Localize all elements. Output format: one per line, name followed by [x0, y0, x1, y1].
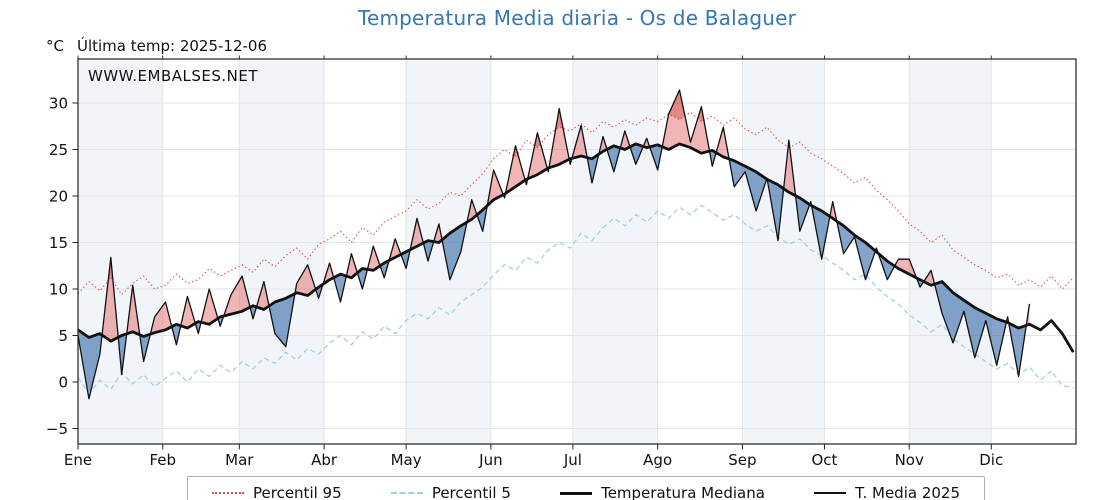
x-tick-label-Abr: Abr — [311, 451, 338, 469]
plot-border — [77, 58, 1077, 445]
x-tick-label-May: May — [391, 451, 422, 469]
chart-legend: Percentil 95 Percentil 5 Temperatura Med… — [187, 476, 985, 500]
x-tick-label-Oct: Oct — [811, 451, 837, 469]
x-tick-label-Jul: Jul — [563, 451, 582, 469]
month-band-Sep — [742, 59, 825, 444]
dashed-blue-line-icon — [390, 492, 423, 494]
y-tick-label: 0 — [58, 374, 68, 392]
t-media-2025-line — [77, 89, 1031, 400]
thick-black-line-icon — [560, 491, 593, 495]
watermark-text: WWW.EMBALSES.NET — [88, 67, 258, 85]
legend-item-percentil-95: Percentil 95 — [212, 484, 342, 500]
legend-label: T. Media 2025 — [855, 484, 960, 500]
x-tick-label-Mar: Mar — [225, 451, 254, 469]
y-tick-label: 10 — [49, 281, 68, 299]
percentil-5-line — [77, 204, 1074, 395]
x-tick-label-Feb: Feb — [149, 451, 176, 469]
mediana-line — [77, 142, 1075, 353]
x-tick-label-Jun: Jun — [478, 451, 502, 469]
y-tick-label: 30 — [49, 95, 68, 113]
legend-label: Percentil 95 — [253, 484, 342, 500]
month-band-Nov — [909, 59, 992, 444]
x-tick-label-Ene: Ene — [64, 451, 92, 469]
fill-below-p5 — [87, 236, 1019, 399]
x-tick-label-Dic: Dic — [979, 451, 1003, 469]
x-tick-label-Sep: Sep — [728, 451, 756, 469]
dotted-red-line-icon — [212, 492, 244, 494]
thin-black-line-icon — [814, 492, 847, 494]
x-tick-label-Ago: Ago — [643, 451, 672, 469]
x-tick-label-Nov: Nov — [895, 451, 924, 469]
chart-title: Temperatura Media diaria - Os de Balague… — [357, 6, 797, 30]
y-tick-label: 5 — [58, 327, 68, 345]
y-tick-label: 20 — [49, 188, 68, 206]
chart-subtitle: °C Última temp: 2025-12-06 — [46, 37, 267, 55]
legend-label: Percentil 5 — [431, 484, 511, 500]
y-tick-label: −5 — [46, 420, 68, 438]
legend-item-media-2025: T. Media 2025 — [814, 484, 960, 500]
y-tick-label: 15 — [49, 234, 68, 252]
last-temp-label: Última temp: 2025-12-06 — [76, 37, 267, 55]
legend-item-percentil-5: Percentil 5 — [390, 484, 511, 500]
legend-label: Temperatura Mediana — [601, 484, 765, 500]
y-axis-unit-label: °C — [46, 37, 64, 55]
month-band-Jul — [572, 59, 658, 444]
y-tick-label: 25 — [49, 141, 68, 159]
legend-item-mediana: Temperatura Mediana — [560, 484, 765, 500]
month-band-Mar — [239, 59, 325, 444]
percentil-95-line — [77, 111, 1074, 296]
